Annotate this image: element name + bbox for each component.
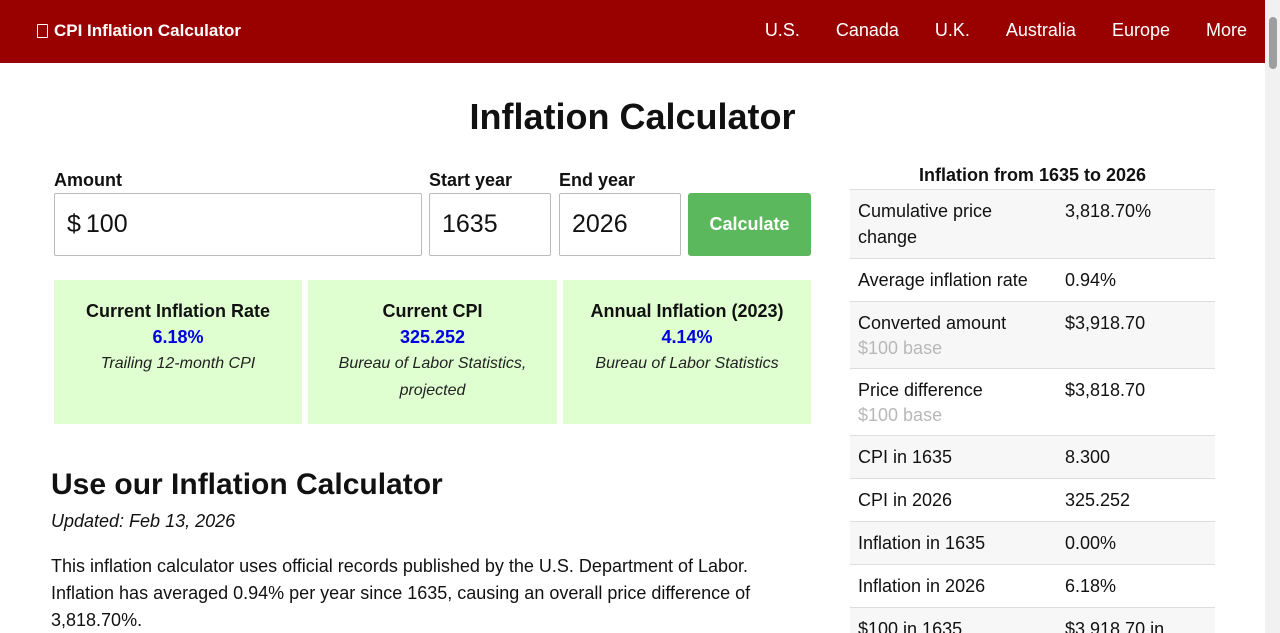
row-label-text: $100 in 1635 [858,619,963,633]
top-navbar: CPI Inflation Calculator U.S. Canada U.K… [0,0,1265,63]
annual-inflation-card: Annual Inflation (2023) 4.14% Bureau of … [563,280,811,424]
row-value: 6.18% [1057,564,1215,608]
amount-label: Amount [54,170,122,190]
page-scrollbar[interactable] [1265,0,1280,633]
row-label: Inflation in 1635 [850,521,1057,565]
row-label: Cumulative price change [850,189,1057,259]
row-sublabel: $100 base [858,338,943,358]
row-value: 3,818.70% [1057,189,1215,259]
nav-link-uk[interactable]: U.K. [934,20,970,40]
row-label: CPI in 1635 [850,435,1057,479]
row-value: 325.252 [1057,478,1215,522]
row-label: Average inflation rate [850,258,1057,302]
table-row: CPI in 1635 8.300 [850,435,1215,479]
row-label-text: Converted amount [858,313,1007,333]
nav-link-more[interactable]: More [1205,20,1247,40]
card-value: 325.252 [399,327,466,347]
card-title: Annual Inflation (2023) [590,301,784,321]
row-label: Inflation in 2026 [850,564,1057,608]
row-value: 0.94% [1057,258,1215,302]
row-label-text: Average inflation rate [858,270,1028,290]
card-note: Bureau of Labor Statistics [595,355,779,372]
row-label: $100 in 1635 [850,607,1057,633]
amount-value: 100 [85,210,128,238]
row-label-text: CPI in 1635 [858,447,953,467]
scrollbar-thumb[interactable] [1269,17,1277,69]
table-row: Converted amount $100 base $3,918.70 [850,301,1215,369]
intro-paragraph: This inflation calculator uses official … [51,556,751,630]
brand-label: CPI Inflation Calculator [54,21,242,40]
row-value: $3,918.70 [1057,301,1215,369]
card-note: Bureau of Labor Statistics, projected [338,355,527,399]
summary-title: Inflation from 1635 to 2026 [918,165,1147,185]
card-note: Trailing 12-month CPI [100,355,256,372]
current-inflation-card: Current Inflation Rate 6.18% Trailing 12… [54,280,302,424]
row-label: CPI in 2026 [850,478,1057,522]
row-sublabel: $100 base [858,405,943,425]
current-cpi-card: Current CPI 325.252 Bureau of Labor Stat… [308,280,557,424]
card-title: Current CPI [382,301,483,321]
row-label-text: CPI in 2026 [858,490,953,510]
start-year-input[interactable]: 1635 [429,193,551,256]
page-title: Inflation Calculator [469,96,796,137]
dollar-prefix: $ [67,210,81,238]
row-label-text: Inflation in 2026 [858,576,986,596]
end-year-value: 2026 [572,210,628,238]
table-row: CPI in 2026 325.252 [850,478,1215,522]
section-title: Use our Inflation Calculator [51,468,443,501]
row-value: 0.00% [1057,521,1215,565]
updated-date: Updated: Feb 13, 2026 [51,511,236,531]
row-label: Price difference $100 base [850,368,1057,436]
table-row: $100 in 1635 $3,918.70 in [850,607,1215,633]
end-year-label: End year [559,170,636,190]
amount-input[interactable]: $ 100 [54,193,422,256]
calculator-icon [37,24,48,38]
brand-link[interactable]: CPI Inflation Calculator [37,21,241,41]
table-row: Inflation in 2026 6.18% [850,564,1215,608]
nav-link-us[interactable]: U.S. [764,20,800,40]
nav-link-europe[interactable]: Europe [1111,20,1170,40]
end-year-input[interactable]: 2026 [559,193,681,256]
start-year-label: Start year [429,170,513,190]
calculate-button[interactable]: Calculate [688,193,811,256]
table-row: Average inflation rate 0.94% [850,258,1215,302]
card-value: 4.14% [661,327,713,347]
start-year-value: 1635 [442,210,498,238]
card-value: 6.18% [152,327,204,347]
card-title: Current Inflation Rate [85,301,270,321]
table-row: Inflation in 1635 0.00% [850,521,1215,565]
row-value: 8.300 [1057,435,1215,479]
row-value: $3,818.70 [1057,368,1215,436]
summary-table: Cumulative price change 3,818.70% Averag… [850,189,1215,633]
nav-links: U.S. Canada U.K. Australia Europe More [765,20,1247,41]
row-label-text: Inflation in 1635 [858,533,986,553]
nav-link-australia[interactable]: Australia [1005,20,1076,40]
row-value: $3,918.70 in [1057,607,1215,633]
row-label-text: Price difference [858,380,983,400]
table-row: Price difference $100 base $3,818.70 [850,368,1215,436]
nav-link-canada[interactable]: Canada [835,20,899,40]
row-label-text: Cumulative price change [858,201,993,247]
table-row: Cumulative price change 3,818.70% [850,189,1215,259]
row-label: Converted amount $100 base [850,301,1057,369]
